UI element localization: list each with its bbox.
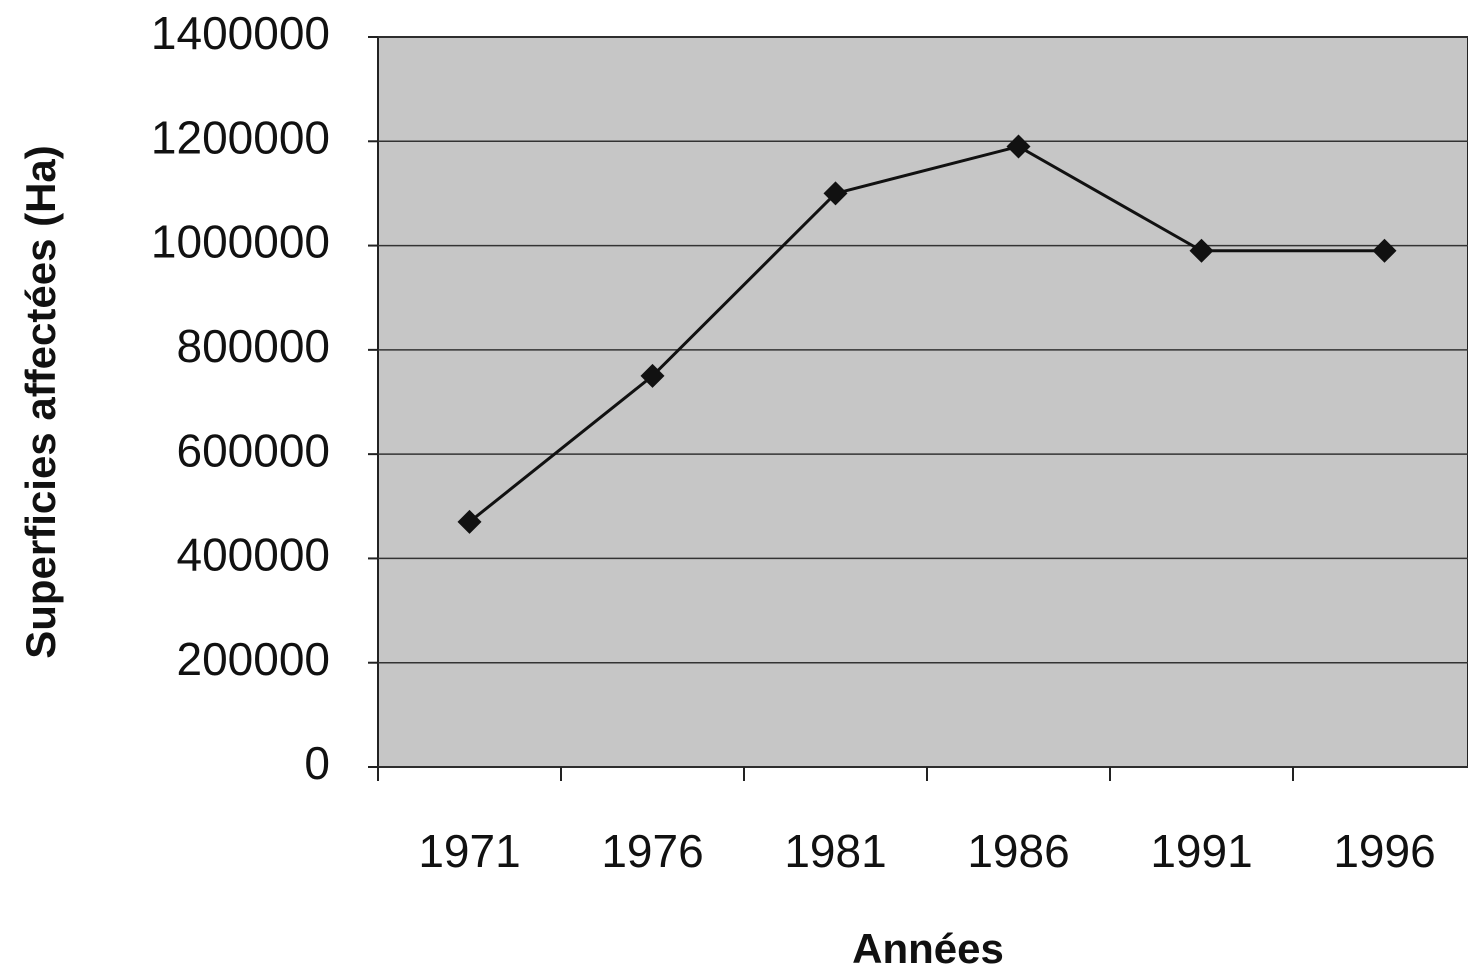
y-tick-label: 1200000 <box>151 111 330 163</box>
y-axis-title: Superficies affectées (Ha) <box>17 145 64 659</box>
y-tick-label: 1000000 <box>151 216 330 268</box>
y-tick-label: 0 <box>304 737 330 789</box>
line <box>468 144 1385 524</box>
x-tick-label: 1986 <box>967 825 1069 877</box>
x-axis-title: Années <box>852 925 1004 972</box>
x-tick-label: 1981 <box>784 825 886 877</box>
marker <box>1006 134 1031 159</box>
marker <box>1372 238 1397 263</box>
y-tick-label: 400000 <box>177 529 331 581</box>
x-tick-label: 1991 <box>1150 825 1252 877</box>
y-tick-label: 800000 <box>177 320 331 372</box>
marker <box>457 509 482 534</box>
x-tick-label: 1976 <box>601 825 703 877</box>
y-tick-label: 1400000 <box>151 7 330 59</box>
y-tick-label: 600000 <box>177 424 331 476</box>
x-tick-label: 1996 <box>1333 825 1435 877</box>
plot-area <box>377 36 1468 768</box>
marker <box>1189 238 1214 263</box>
marker <box>640 363 665 388</box>
x-tick-label: 1971 <box>418 825 520 877</box>
y-tick-label: 200000 <box>177 633 331 685</box>
marker <box>823 181 848 206</box>
